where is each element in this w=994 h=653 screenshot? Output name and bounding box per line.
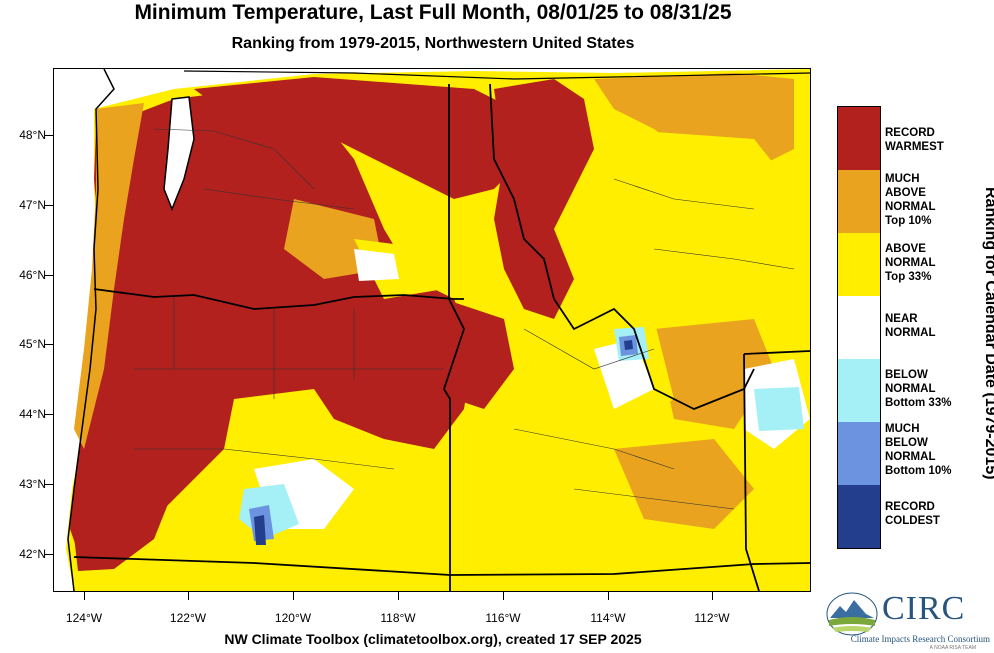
legend-swatch bbox=[838, 170, 880, 233]
lat-tick-mark bbox=[44, 205, 53, 206]
legend-label: MUCH ABOVE NORMAL Top 10% bbox=[885, 173, 936, 227]
lon-tick-label: 122°W bbox=[169, 611, 207, 625]
lat-tick-label: 44°N bbox=[19, 407, 46, 421]
legend-swatch bbox=[838, 485, 880, 548]
region-above-ne bbox=[614, 129, 794, 289]
legend-swatch bbox=[838, 422, 880, 485]
lon-tick-mark bbox=[503, 591, 504, 600]
legend-title: Ranking for Calendar Date (1979-2015) bbox=[982, 187, 994, 480]
legend-label: RECORD WARMEST bbox=[885, 127, 944, 153]
lon-tick-label: 112°W bbox=[694, 611, 730, 625]
region-record-warmest-blue-mtn bbox=[444, 299, 514, 409]
lon-tick-mark bbox=[293, 591, 294, 600]
lat-tick-mark bbox=[44, 344, 53, 345]
lat-tick-mark bbox=[44, 414, 53, 415]
lon-tick-mark bbox=[608, 591, 609, 600]
mountain-landscape-icon bbox=[826, 592, 878, 636]
legend-label: ABOVE NORMAL Top 33% bbox=[885, 243, 936, 283]
state-boundary-wy-id bbox=[743, 353, 760, 591]
map-title: Minimum Temperature, Last Full Month, 08… bbox=[134, 1, 732, 24]
temperature-rank-map bbox=[54, 69, 810, 591]
region-record-coldest-or bbox=[254, 515, 266, 545]
region-record-warmest-north bbox=[194, 77, 524, 199]
coastline bbox=[67, 69, 115, 591]
region-near-normal-wa bbox=[354, 249, 399, 281]
lat-tick-label: 48°N bbox=[19, 128, 46, 142]
legend-colorbar bbox=[837, 106, 881, 549]
circ-logo: CIRC Climate Impacts Research Consortium… bbox=[826, 590, 990, 652]
lat-tick-label: 46°N bbox=[19, 268, 46, 282]
state-boundary-id-mt bbox=[489, 83, 755, 410]
state-boundary-wa-or bbox=[93, 288, 464, 310]
legend-swatch bbox=[838, 233, 880, 296]
lon-tick-mark bbox=[398, 591, 399, 600]
lat-tick-mark bbox=[44, 135, 53, 136]
map-subtitle: Ranking from 1979-2015, Northwestern Uni… bbox=[231, 35, 635, 52]
legend-label: NEAR NORMAL bbox=[885, 313, 936, 339]
state-boundary-wy-west bbox=[743, 350, 810, 355]
map-panel bbox=[53, 68, 811, 592]
region-record-warmest-idaho bbox=[494, 79, 594, 319]
lat-tick-mark bbox=[44, 554, 53, 555]
lon-tick-label: 120°W bbox=[274, 611, 312, 625]
lon-tick-mark bbox=[712, 591, 713, 600]
logo-tagline: A NOAA RISA TEAM bbox=[929, 645, 976, 651]
legend-swatch bbox=[838, 359, 880, 422]
lat-tick-label: 42°N bbox=[19, 547, 46, 561]
lon-tick-label: 118°W bbox=[380, 611, 416, 625]
county-lines bbox=[134, 128, 795, 510]
legend-swatch bbox=[838, 107, 880, 170]
region-below-wy bbox=[754, 387, 804, 431]
state-boundary-id-west bbox=[443, 84, 465, 591]
region-above-central-or bbox=[344, 449, 454, 549]
lon-tick-mark bbox=[84, 591, 85, 600]
lat-tick-label: 43°N bbox=[19, 477, 46, 491]
lon-tick-label: 124°W bbox=[65, 611, 103, 625]
lat-tick-label: 47°N bbox=[19, 198, 46, 212]
lon-tick-mark bbox=[188, 591, 189, 600]
credit-line: NW Climate Toolbox (climatetoolbox.org),… bbox=[224, 631, 642, 647]
puget-sound bbox=[163, 96, 195, 212]
region-record-warmest-coast-south bbox=[72, 439, 174, 571]
legend-label: MUCH BELOW NORMAL Bottom 10% bbox=[885, 423, 952, 477]
lon-tick-label: 114°W bbox=[590, 611, 626, 625]
state-boundary-south bbox=[73, 556, 810, 576]
logo-subtitle: Climate Impacts Research Consortium bbox=[850, 634, 990, 644]
legend-label: RECORD COLDEST bbox=[885, 501, 940, 527]
lat-tick-label: 45°N bbox=[19, 337, 46, 351]
legend-swatch bbox=[838, 296, 880, 359]
region-much-above-se bbox=[614, 439, 754, 529]
lat-tick-mark bbox=[44, 275, 53, 276]
lat-tick-mark bbox=[44, 484, 53, 485]
legend-label: BELOW NORMAL Bottom 33% bbox=[885, 369, 952, 409]
lon-tick-label: 116°W bbox=[485, 611, 521, 625]
region-record-coldest-id bbox=[624, 340, 633, 350]
logo-name: CIRC bbox=[882, 590, 966, 627]
region-much-above-coast bbox=[74, 103, 144, 449]
us-canada-border bbox=[183, 70, 810, 80]
